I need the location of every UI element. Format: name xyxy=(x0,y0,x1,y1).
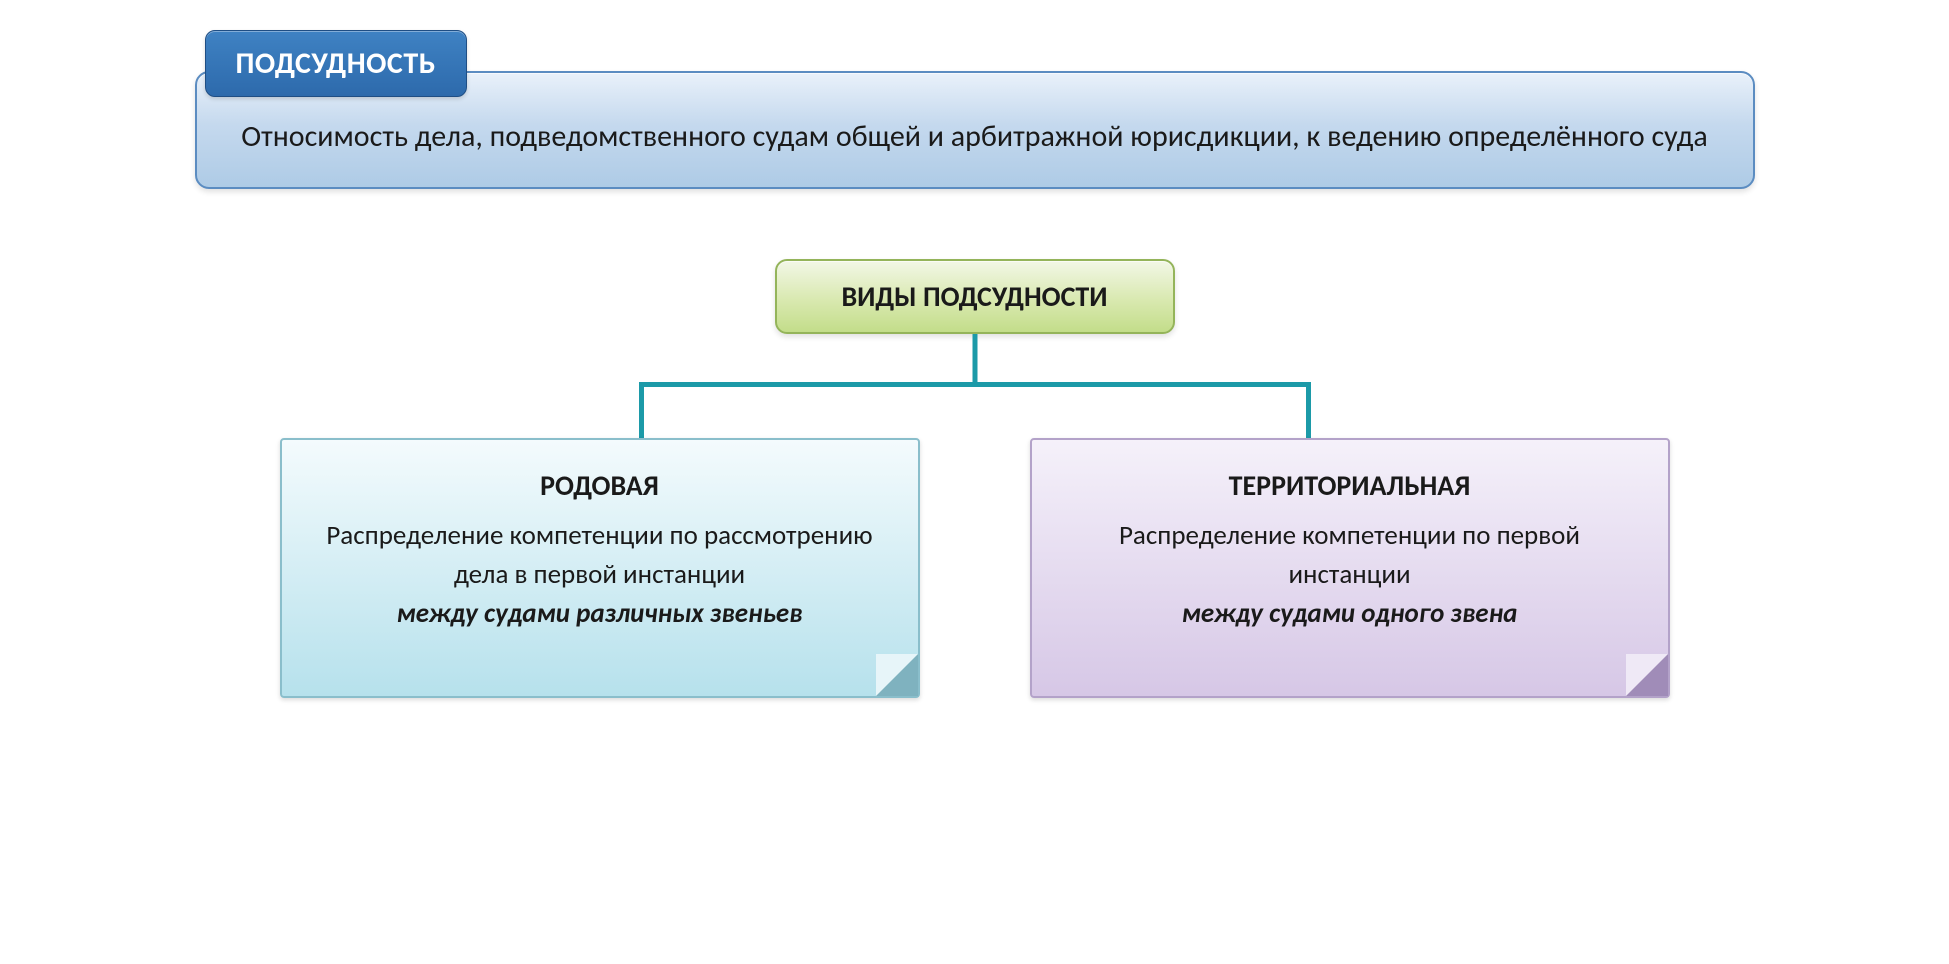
tree-stem xyxy=(972,334,977,382)
leaf-title: РОДОВАЯ xyxy=(316,466,884,507)
leaf-body-plain: Распределение компетенции по рассмотрени… xyxy=(316,516,884,594)
tree-drop-left xyxy=(639,382,644,444)
leaf-body-plain: Распределение компетенции по первой инст… xyxy=(1066,516,1634,594)
leaves-row: РОДОВАЯ Распределение компетенции по рас… xyxy=(195,438,1755,698)
header-tab: ПОДСУДНОСТЬ xyxy=(205,30,467,97)
tree-bar xyxy=(639,382,1311,387)
leaf-body-emph: между судами одного звена xyxy=(1066,594,1634,633)
leaf-title: ТЕРРИТОРИАЛЬНАЯ xyxy=(1066,466,1634,507)
dog-ear-icon xyxy=(1626,654,1668,696)
dog-ear-icon xyxy=(876,654,918,696)
tree-drop-right xyxy=(1306,382,1311,444)
types-root-box: ВИДЫ ПОДСУДНОСТИ xyxy=(775,259,1175,334)
leaf-body-emph: между судами различных звеньев xyxy=(316,594,884,633)
connector-tree xyxy=(375,334,1575,444)
leaf-territorial: ТЕРРИТОРИАЛЬНАЯ Распределение компетенци… xyxy=(1030,438,1670,698)
leaf-rodovaya: РОДОВАЯ Распределение компетенции по рас… xyxy=(280,438,920,698)
diagram-root: ПОДСУДНОСТЬ Относимость дела, подведомст… xyxy=(195,30,1755,698)
